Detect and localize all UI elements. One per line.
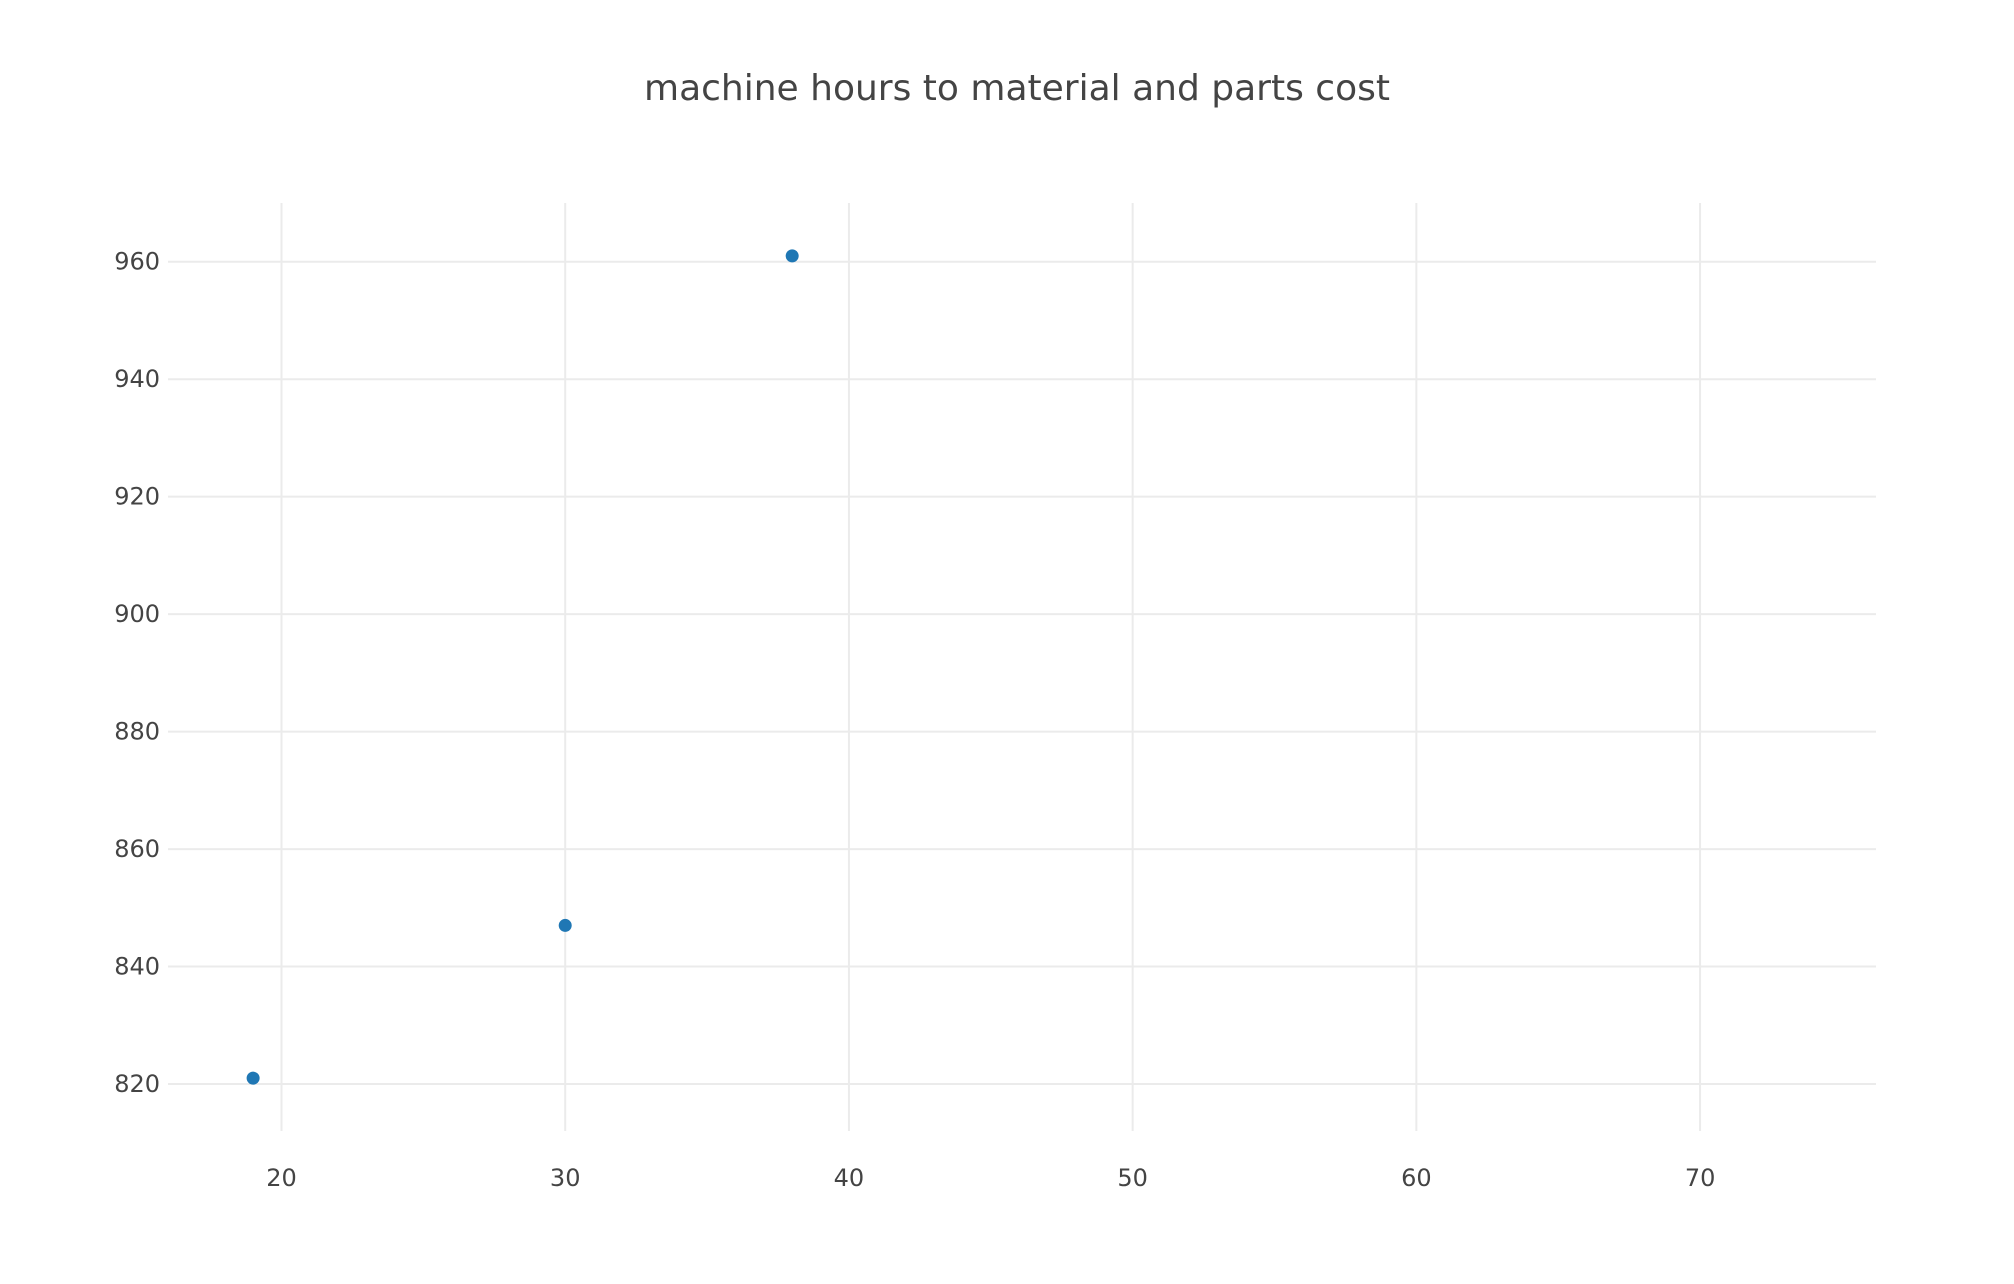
y-tick-label: 860 [114, 835, 160, 863]
data-point-1[interactable] [558, 918, 572, 932]
x-tick-label: 50 [1117, 1164, 1148, 1192]
x-tick-label: 60 [1401, 1164, 1432, 1192]
x-tick-label: 20 [266, 1164, 297, 1192]
data-point-2[interactable] [785, 249, 799, 263]
data-point-0[interactable] [246, 1071, 260, 1085]
y-tick-label: 900 [114, 600, 160, 628]
x-gridlines [280, 203, 1702, 1131]
y-tick-label: 920 [114, 483, 160, 511]
y-tick-label: 840 [114, 953, 160, 981]
y-tick-label: 880 [114, 718, 160, 746]
chart-title: machine hours to material and parts cost [644, 68, 1390, 109]
x-tick-label: 30 [550, 1164, 581, 1192]
y-tick-label: 820 [114, 1070, 160, 1098]
y-tick-label: 960 [114, 248, 160, 276]
x-tick-label: 40 [834, 1164, 865, 1192]
x-tick-labels: 20 30 40 50 60 70 [266, 1164, 1715, 1192]
y-gridlines [168, 260, 1876, 1086]
x-tick-label: 70 [1685, 1164, 1716, 1192]
y-tick-label: 940 [114, 365, 160, 393]
y-tick-labels: 820 840 860 880 900 920 940 960 [114, 248, 160, 1098]
data-points [246, 249, 799, 1085]
